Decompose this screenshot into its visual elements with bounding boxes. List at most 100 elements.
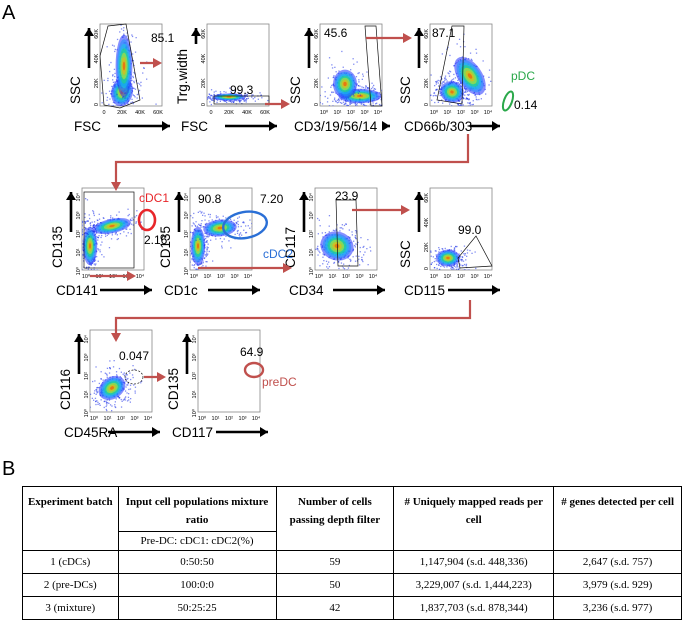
plot-cd117-cd135: 10⁰ 10¹ 10² 10³ 10⁴ 10⁰ 10¹ 10² 10³ 10⁴ CD117 CD135 [166, 329, 268, 440]
plot-cd45ra-cd116: 10⁰ 10¹ 10² 10³ 10⁴ 10⁰ 10¹ 10² 10³ 10⁴ CD45RA CD11… [58, 329, 160, 440]
cell-reads: 3,229,007 (s.d. 1,444,223) [393, 573, 555, 597]
x-axis-label: FSC [74, 119, 101, 134]
gate-value: 0.047 [119, 349, 149, 363]
x-tick-label: 10² [225, 416, 233, 422]
y-tick-label: 0 [424, 267, 430, 270]
cell-ratio: 0:50:50 [117, 550, 277, 574]
x-tick-label: 10² [217, 274, 225, 280]
x-tick-label: 10¹ [329, 274, 337, 280]
y-tick-label: 10³ [309, 211, 315, 219]
y-tick-label: 20K [424, 78, 430, 88]
y-tick-label: 10⁴ [308, 192, 315, 201]
gate-name-predc: preDC [262, 375, 297, 389]
x-tick-label: 10⁰ [198, 415, 207, 422]
y-tick-label: 10⁰ [191, 408, 198, 417]
y-tick-label: 40K [201, 53, 207, 63]
gate-polygon [436, 25, 465, 105]
x-tick-label: 10³ [471, 274, 479, 280]
gate-value: 85.1 [151, 31, 175, 45]
x-tick-label: 10⁴ [136, 273, 145, 280]
y-tick-label: 40K [424, 53, 430, 63]
y-tick-label: 10⁴ [83, 334, 90, 343]
x-tick-label: 10⁰ [430, 273, 439, 280]
y-tick-label: 0 [94, 103, 100, 106]
y-axis-label: CD117 [283, 227, 298, 268]
gate-polygon [335, 199, 359, 267]
y-axis-label: Trg.width [175, 49, 190, 104]
y-tick-label: 10¹ [192, 390, 198, 398]
x-tick-label: 10³ [239, 416, 247, 422]
y-tick-label: 10⁰ [183, 266, 190, 275]
cell-genes: 3,236 (s.d. 977) [553, 596, 682, 620]
y-tick-label: 10² [76, 230, 82, 238]
y-axis-label: SSC [398, 76, 413, 104]
gate-value: 99.3 [230, 83, 254, 97]
scatter-points [90, 360, 143, 412]
y-tick-label: 40K [424, 217, 430, 227]
x-axis-label: CD66b/303 [404, 119, 472, 134]
y-tick-label: 10¹ [184, 248, 190, 256]
flow-cytometry-figure: 0 20K 40K 60K 0 20K 40K 60K FSC SSC 0 20K 40K 60K 0 20K… [50, 23, 538, 440]
y-tick-label: 0 [314, 103, 320, 106]
x-tick-label: 10⁴ [144, 415, 153, 422]
y-tick-label: 40K [314, 53, 320, 63]
y-tick-label: 60K [201, 29, 207, 39]
x-tick-label: 10³ [231, 274, 239, 280]
x-tick-label: 0 [209, 110, 212, 116]
gate-value: 87.1 [432, 26, 456, 40]
cell-ratio: 50:25:25 [117, 596, 277, 620]
gate-name-cdc1: cDC1 [139, 191, 169, 205]
x-axis-label: CD141 [56, 283, 98, 298]
y-tick-label: 0 [201, 103, 207, 106]
x-tick-label: 60K [153, 110, 163, 116]
y-tick-label: 20K [314, 78, 320, 88]
x-tick-label: 10⁰ [82, 273, 91, 280]
y-tick-label: 10² [192, 372, 198, 380]
x-tick-label: 10¹ [444, 274, 452, 280]
table-row: 3 (mixture) 50:25:25 42 1,837,703 (s.d. 878… [22, 596, 682, 620]
x-tick-label: 10⁰ [430, 109, 439, 116]
plot-frame [197, 329, 261, 413]
gate-rect [213, 95, 270, 105]
y-tick-label: 10⁰ [308, 266, 315, 275]
plot-cd115-ssc: 10⁰ 10¹ 10² 10³ 10⁴ 0 20K 40K 60K CD115 SSC [398, 187, 500, 298]
cell-batch: 2 (pre-DCs) [22, 573, 119, 597]
x-tick-label: 10⁰ [190, 273, 199, 280]
header-reads: # Uniquely mapped reads per cell [393, 486, 555, 551]
y-tick-label: 10³ [84, 353, 90, 361]
cell-batch: 1 (cDCs) [22, 550, 119, 574]
predc-gate [243, 361, 265, 379]
x-tick-label: 10¹ [444, 110, 452, 116]
y-axis-label: CD135 [166, 368, 181, 410]
gate-value: 99.0 [458, 223, 482, 237]
connector-arrow [114, 134, 470, 185]
x-axis-label: CD45RA [64, 425, 117, 440]
cell-ratio: 100:0:0 [117, 573, 277, 597]
gate-value: 64.9 [240, 345, 264, 359]
x-tick-label: 10⁴ [369, 273, 378, 280]
cdc2-gate [222, 210, 268, 240]
plot-cd1c-cd135: 10⁰ 10¹ 10² 10³ 10⁴ 10⁰ 10¹ 10² 10³ 10⁴ CD1c CD135 [158, 187, 260, 298]
gate-value: 90.8 [198, 192, 222, 206]
cell-batch: 3 (mixture) [22, 596, 119, 620]
x-tick-label: 10⁴ [484, 273, 493, 280]
plot-fsc-ssc: 0 20K 40K 60K 0 20K 40K 60K FSC SSC [68, 23, 170, 134]
plot-fsc-trgwidth: 0 20K 40K 60K 0 20K 40K 60K FSC Trg.width [175, 23, 277, 134]
y-tick-label: 0 [424, 103, 430, 106]
x-tick-label: 10³ [131, 416, 139, 422]
y-tick-label: 60K [424, 193, 430, 203]
x-tick-label: 10² [457, 110, 465, 116]
gate-ellipse [124, 369, 144, 385]
gate-name-cdc2: cDC2 [263, 247, 293, 261]
x-tick-label: 10³ [356, 274, 364, 280]
y-tick-label: 10³ [192, 353, 198, 361]
plot-lin-ssc: 10⁰ 10¹ 10² 10³ 10⁴ 0 20K 40K 60K CD3/19/56/14 SSC [288, 23, 390, 134]
x-tick-label: 0 [102, 110, 105, 116]
y-tick-label: 10³ [76, 211, 82, 219]
x-tick-label: 10⁴ [252, 415, 261, 422]
x-axis-label: FSC [181, 119, 208, 134]
x-tick-label: 10⁴ [244, 273, 253, 280]
panel-label-a: A [2, 2, 16, 24]
gate-polygon [99, 23, 141, 109]
x-tick-label: 10⁰ [320, 109, 329, 116]
